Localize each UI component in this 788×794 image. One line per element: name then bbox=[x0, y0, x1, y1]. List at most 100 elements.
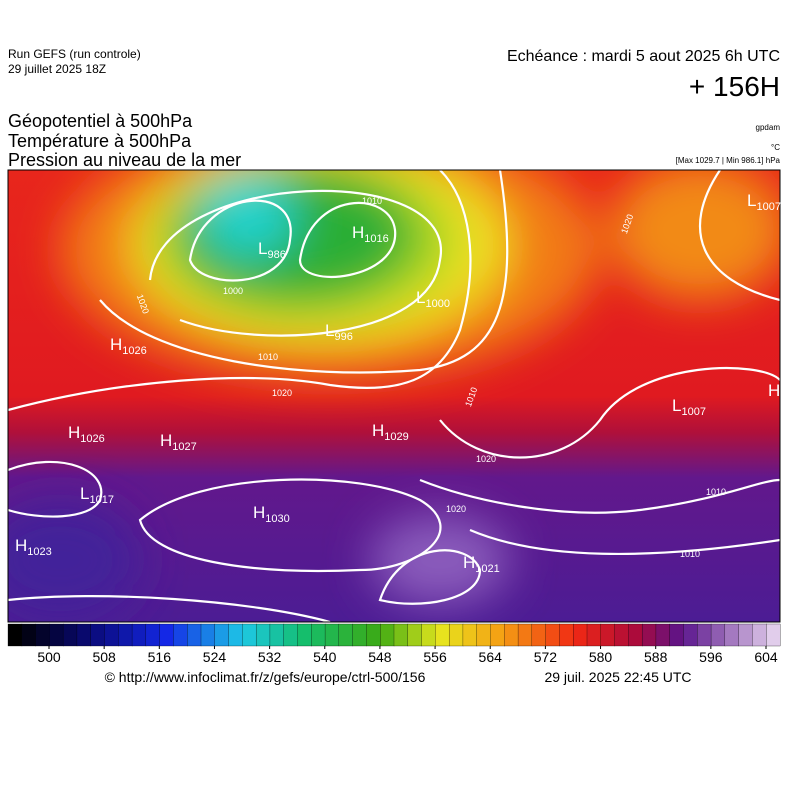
center-value: 1007 bbox=[681, 406, 705, 418]
pressure-center: L1000 bbox=[416, 288, 450, 310]
colorbar-swatch bbox=[407, 623, 423, 647]
colorbar-tick-label: 500 bbox=[37, 649, 61, 665]
colorbar-swatch bbox=[655, 623, 671, 647]
colorbar-tick-label: 508 bbox=[92, 649, 116, 665]
colorbar-swatch bbox=[118, 623, 133, 647]
colorbar-swatch bbox=[641, 623, 657, 647]
colorbar-swatch bbox=[669, 623, 684, 647]
colorbar-swatch bbox=[104, 623, 119, 647]
colorbar-swatch bbox=[766, 623, 781, 647]
colorbar-swatch bbox=[283, 623, 298, 647]
center-value: 1017 bbox=[89, 494, 113, 506]
isobar-label: 1010 bbox=[680, 549, 700, 559]
colorbar-swatch bbox=[559, 623, 574, 647]
colorbar-tick-label: 516 bbox=[148, 649, 172, 665]
colorbar-swatch bbox=[476, 623, 491, 647]
center-type: L bbox=[325, 321, 334, 340]
colorbar-tick-label: 572 bbox=[534, 649, 558, 665]
center-value: 1016 bbox=[364, 233, 388, 245]
colorbar-swatch bbox=[76, 623, 92, 647]
pressure-center: L986 bbox=[258, 239, 286, 261]
isobar-label: 1010 bbox=[258, 352, 278, 362]
colorbar-swatch bbox=[145, 623, 161, 647]
center-value: 996 bbox=[334, 331, 352, 343]
colorbar-swatch bbox=[724, 623, 740, 647]
pressure-center: H1023 bbox=[15, 536, 52, 558]
field-title: Pression au niveau de la mer bbox=[8, 150, 241, 170]
colorbar-swatch bbox=[421, 623, 436, 647]
pressure-center: H bbox=[768, 381, 780, 400]
isobar-label: 1010 bbox=[362, 196, 382, 206]
colorbar-swatch bbox=[324, 623, 340, 647]
center-value: 1029 bbox=[384, 431, 408, 443]
center-type: H bbox=[15, 536, 27, 555]
center-value: 1021 bbox=[475, 563, 499, 575]
colorbar-swatch bbox=[21, 623, 37, 647]
isobar-label: 1020 bbox=[272, 388, 292, 398]
center-type: L bbox=[747, 191, 756, 210]
colorbar-swatch bbox=[242, 623, 257, 647]
center-type: L bbox=[258, 239, 267, 258]
colorbar-tick-label: 588 bbox=[644, 649, 668, 665]
colorbar-swatch bbox=[531, 623, 547, 647]
colorbar-swatch bbox=[573, 623, 588, 647]
run-label: Run GEFS (run controle) bbox=[8, 47, 141, 61]
colorbar-swatch bbox=[435, 623, 450, 647]
center-value: 1000 bbox=[425, 298, 449, 310]
center-value: 1026 bbox=[122, 345, 146, 357]
colorbar-swatch bbox=[628, 623, 643, 647]
center-type: H bbox=[463, 553, 475, 572]
isobars bbox=[8, 170, 780, 622]
unit-label: gpdam bbox=[756, 123, 781, 132]
valid-time: Echéance : mardi 5 aout 2025 6h UTC bbox=[507, 48, 780, 65]
unit-label: °C bbox=[771, 143, 780, 152]
colorbar-swatch bbox=[49, 623, 64, 647]
colorbar-swatch bbox=[228, 623, 243, 647]
center-type: H bbox=[160, 431, 172, 450]
colorbar-tick-label: 540 bbox=[313, 649, 337, 665]
colorbar-swatch bbox=[187, 623, 202, 647]
field-title: Géopotentiel à 500hPa bbox=[8, 111, 193, 131]
colorbar-swatch bbox=[683, 623, 698, 647]
pressure-center: H1026 bbox=[110, 335, 147, 357]
colorbar-swatch bbox=[586, 623, 602, 647]
pressure-center: H1021 bbox=[463, 553, 500, 575]
colorbar-swatch bbox=[448, 623, 464, 647]
isobar-label: 1000 bbox=[223, 286, 243, 296]
colorbar-swatch bbox=[7, 623, 23, 647]
lead-time: + 156H bbox=[689, 71, 780, 102]
pressure-center: H1016 bbox=[352, 223, 389, 245]
center-value: 1023 bbox=[27, 546, 51, 558]
generated-footer: 29 juil. 2025 22:45 UTC bbox=[544, 669, 691, 685]
colorbar-swatch bbox=[710, 623, 726, 647]
run-date: 29 juillet 2025 18Z bbox=[8, 62, 106, 76]
colorbar-swatch bbox=[159, 623, 174, 647]
center-value: 1007 bbox=[756, 201, 780, 213]
center-value: 986 bbox=[267, 249, 285, 261]
pressure-center: H1027 bbox=[160, 431, 197, 453]
colorbar-swatch bbox=[338, 623, 354, 647]
center-type: H bbox=[372, 421, 384, 440]
center-value: 1027 bbox=[172, 441, 196, 453]
map-field bbox=[8, 170, 780, 622]
colorbar-tick-label: 580 bbox=[589, 649, 613, 665]
colorbar-swatch bbox=[393, 623, 409, 647]
colorbar-swatch bbox=[214, 623, 230, 647]
colorbar-tick-label: 532 bbox=[258, 649, 282, 665]
colorbar-tick-label: 556 bbox=[423, 649, 447, 665]
colorbar-swatch bbox=[269, 623, 285, 647]
center-type: L bbox=[416, 288, 425, 307]
colorbar-swatch bbox=[173, 623, 188, 647]
colorbar-swatch bbox=[131, 623, 147, 647]
center-type: H bbox=[110, 335, 122, 354]
colorbar-tick-label: 524 bbox=[203, 649, 227, 665]
pressure-center: H1026 bbox=[68, 423, 105, 445]
unit-label: [Max 1029.7 | Min 986.1] hPa bbox=[676, 156, 781, 165]
colorbar-tick-label: 596 bbox=[699, 649, 723, 665]
colorbar-swatch bbox=[697, 623, 712, 647]
center-type: H bbox=[768, 381, 780, 400]
pressure-center: L1007 bbox=[672, 396, 706, 418]
center-type: H bbox=[253, 503, 265, 522]
colorbar-swatch bbox=[35, 623, 50, 647]
